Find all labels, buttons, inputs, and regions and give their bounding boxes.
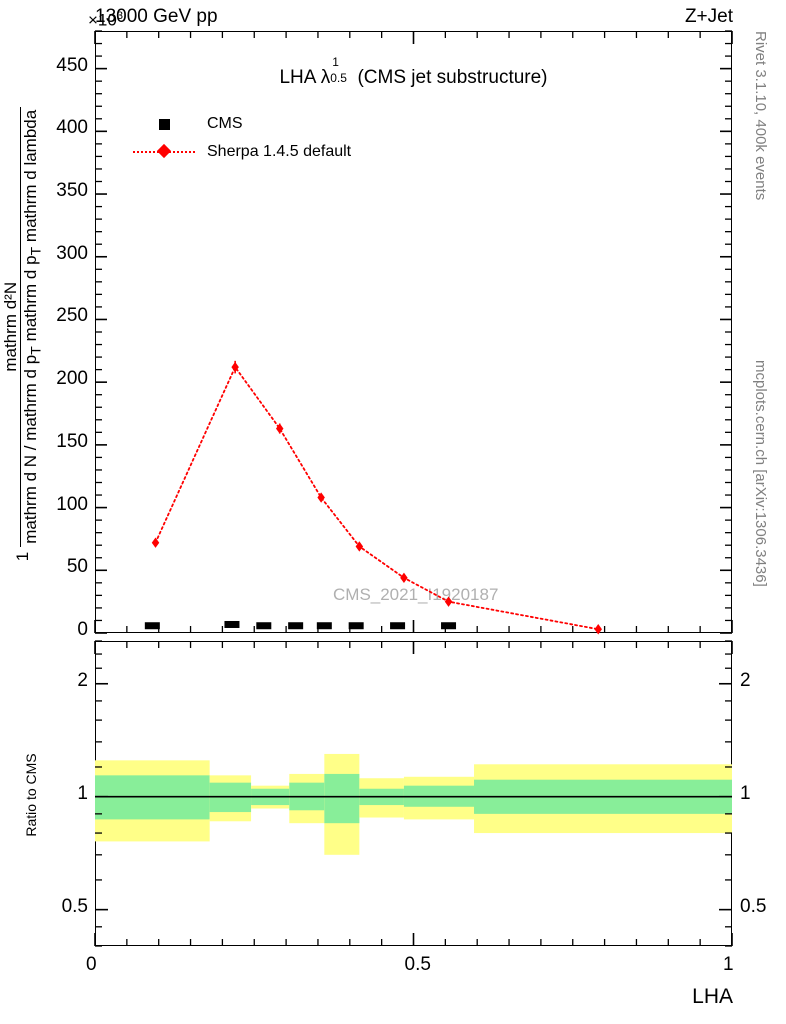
y-tick-label: 400	[56, 117, 88, 139]
page-title: LHA λ 1 0.5 (CMS jet substructure)	[279, 55, 548, 88]
ratio-y-tick-label: 0.5	[61, 895, 88, 917]
x-tick-label: 0	[86, 954, 97, 975]
legend-item-cms[interactable]: CMS	[133, 110, 351, 138]
y-axis-exponent-label: ×103	[88, 10, 123, 30]
ratio-y-tick-label-right: 1	[740, 782, 751, 804]
legend-item-sherpa[interactable]: Sherpa 1.4.5 default	[133, 138, 351, 166]
ratio-y-tick-label-right: 0.5	[740, 895, 767, 917]
beam-energy-label: 13000 GeV pp	[95, 6, 218, 27]
ratio-y-axis-label: Ratio to CMS	[23, 753, 39, 837]
rivet-version-label: Rivet 3.1.10, 400k events	[752, 31, 769, 201]
process-label: Z+Jet	[684, 6, 733, 27]
legend-label: Sherpa 1.4.5 default	[207, 143, 352, 160]
x-axis-label: LHA	[692, 985, 733, 1008]
y-tick-label: 50	[66, 556, 88, 578]
y-axis-label-numerator: mathrm d²N	[0, 281, 20, 372]
y-tick-label: 350	[56, 180, 88, 202]
sherpa-marker-icon	[133, 143, 195, 161]
y-axis-label-one: 1	[12, 551, 32, 562]
ratio-plot-frame	[95, 641, 732, 946]
ratio-y-tick-label: 2	[77, 669, 88, 691]
y-tick-label: 300	[56, 242, 88, 264]
y-tick-label: 450	[56, 54, 88, 76]
legend-label: CMS	[207, 115, 243, 132]
analysis-watermark: CMS_2021_I1920187	[333, 585, 499, 604]
y-tick-label: 150	[56, 430, 88, 452]
lambda-indices: 1 0.5	[330, 55, 347, 85]
y-axis-label: 1 mathrm d²N mathrm d N / mathrm d pT ma…	[0, 28, 46, 640]
x-tick-label: 1	[723, 954, 734, 975]
legend: CMS Sherpa 1.4.5 default	[133, 110, 351, 166]
y-tick-label: 0	[77, 619, 88, 640]
x-tick-label: 0.5	[404, 954, 431, 975]
ratio-y-tick-label-right: 2	[740, 669, 751, 691]
y-tick-label: 100	[56, 493, 88, 515]
mcplots-reference-label: mcplots.cern.ch [arXiv:1306.3436]	[752, 360, 769, 587]
y-tick-label: 200	[56, 368, 88, 390]
cms-marker-icon	[133, 115, 195, 133]
ratio-y-tick-label: 1	[77, 782, 88, 804]
y-axis-label-denominator: mathrm d N / mathrm d pT mathrm d pT mat…	[20, 106, 45, 547]
y-tick-label: 250	[56, 305, 88, 327]
